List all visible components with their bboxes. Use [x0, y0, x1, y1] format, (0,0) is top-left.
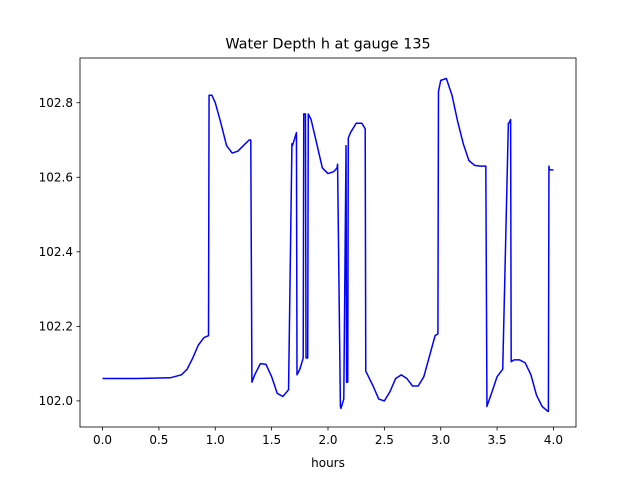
x-tick-label: 3.5 [488, 433, 507, 447]
x-tick-label: 0.5 [149, 433, 168, 447]
y-tick-label: 102.2 [39, 320, 73, 334]
y-tick-label: 102.6 [39, 171, 73, 185]
y-tick-label: 102.0 [39, 394, 73, 408]
x-tick-label: 3.0 [431, 433, 450, 447]
x-axis-label: hours [311, 456, 345, 470]
x-tick-label: 2.5 [375, 433, 394, 447]
x-axis-ticks: 0.0 0.5 1.0 1.5 2.0 2.5 3.0 3.5 4.0 [93, 427, 563, 447]
y-tick-label: 102.4 [39, 245, 73, 259]
chart-title: Water Depth h at gauge 135 [225, 37, 430, 53]
x-tick-label: 0.0 [93, 433, 112, 447]
x-tick-label: 1.5 [262, 433, 281, 447]
x-tick-label: 4.0 [544, 433, 563, 447]
y-tick-label: 102.8 [39, 96, 73, 110]
y-axis-ticks: 102.0 102.2 102.4 102.6 102.8 [39, 96, 80, 408]
plot-area [102, 77, 554, 413]
x-tick-label: 2.0 [318, 433, 337, 447]
x-tick-label: 1.0 [206, 433, 225, 447]
series-line-water-depth [102, 77, 554, 413]
